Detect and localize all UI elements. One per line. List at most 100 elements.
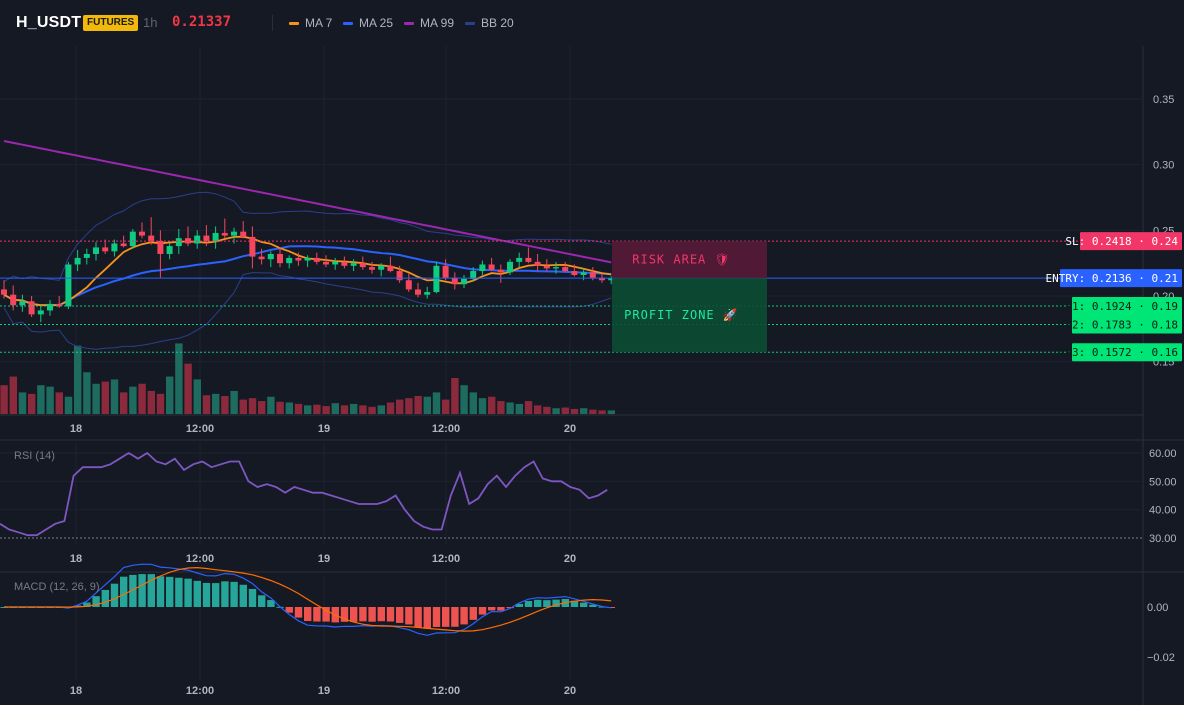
macd-histogram-bar <box>258 595 266 607</box>
candle-body <box>442 265 449 278</box>
volume-bar <box>46 386 54 414</box>
sl-tag <box>1080 232 1182 251</box>
tp3-tag <box>1072 343 1182 362</box>
macd-histogram-bar <box>202 582 211 607</box>
legend-label: MA 7 <box>305 16 333 30</box>
candle-body <box>396 271 403 281</box>
legend-bb20[interactable]: BB 20 <box>465 16 514 30</box>
entry-tag-label: ENTRY: 0.2136 · 0.21 <box>1046 272 1178 285</box>
candle-body <box>580 272 587 275</box>
time-tick-label: 12:00 <box>186 553 214 565</box>
candle-body <box>212 232 219 241</box>
price-tick-label: 0.35 <box>1153 94 1174 106</box>
volume-bar <box>18 392 27 414</box>
candle-body <box>295 257 302 261</box>
entry-tag <box>1060 269 1182 288</box>
time-tick-label: 12:00 <box>432 685 460 697</box>
candle-body <box>277 253 283 264</box>
candle-body <box>65 264 72 307</box>
timeframe-selector[interactable]: 1h <box>143 15 158 30</box>
tp3-tag-label: TP3: 0.1572 · 0.16 <box>1059 346 1178 359</box>
candle-body <box>378 265 385 270</box>
macd-histogram-bar <box>534 599 542 607</box>
volume-bar <box>405 398 413 414</box>
candle-body <box>405 280 412 290</box>
macd-histogram-bar <box>580 602 588 607</box>
time-tick-label: 12:00 <box>186 685 214 697</box>
macd-histogram-bar <box>423 607 431 629</box>
legend-swatch <box>343 21 353 25</box>
legend-swatch <box>465 21 475 25</box>
volume-bar <box>589 409 597 414</box>
legend-label: BB 20 <box>481 16 514 30</box>
ma99-line <box>3 140 612 264</box>
macd-label: MACD (12, 26, 9) <box>14 581 100 593</box>
volume-bar <box>129 386 137 414</box>
candle-body <box>19 301 26 306</box>
volume-bar <box>460 385 468 414</box>
candle-body <box>286 257 293 264</box>
profit-zone-label: PROFIT ZONE 🚀 <box>624 308 739 322</box>
candle-body <box>313 257 320 262</box>
volume-bar <box>432 392 441 414</box>
macd-histogram-bar <box>377 607 385 622</box>
candle-body <box>488 264 495 270</box>
candle-body <box>543 265 550 269</box>
macd-histogram-bar <box>478 607 487 615</box>
legend-ma99[interactable]: MA 99 <box>404 16 454 30</box>
macd-histogram-bar <box>543 600 551 607</box>
chart-header: H_USDT FUTURES 1h 0.21337 MA 7 MA 25 MA … <box>0 0 1184 46</box>
candle-body <box>323 261 329 265</box>
candle-body <box>516 257 523 262</box>
candle-body <box>258 256 265 260</box>
candle-body <box>525 257 532 262</box>
rsi-line <box>0 451 608 537</box>
macd-histogram-bar <box>129 574 137 607</box>
macd-histogram-bar <box>368 607 376 622</box>
rsi-tick-label: 40.00 <box>1149 505 1177 517</box>
volume-bar <box>350 403 358 414</box>
macd-histogram-bar <box>350 607 358 622</box>
time-tick-label: 12:00 <box>432 553 460 565</box>
candle-body <box>359 263 366 268</box>
macd-histogram-bar <box>469 607 477 620</box>
macd-histogram-bar <box>184 578 192 607</box>
macd-tick-label: −0.02 <box>1147 652 1175 664</box>
risk-area-label: RISK AREA 🛡 <box>632 253 730 267</box>
volume-bar <box>580 408 588 414</box>
volume-bar <box>515 403 523 414</box>
candle-body <box>599 277 605 281</box>
candle-body <box>369 267 375 270</box>
candle-body <box>83 253 90 258</box>
volume-bar <box>212 393 220 414</box>
candle-body <box>608 278 615 281</box>
macd-histogram-bar <box>248 588 257 607</box>
volume-bar <box>497 401 505 414</box>
macd-histogram-bar <box>488 607 496 611</box>
volume-bar <box>276 401 284 414</box>
volume-bar <box>423 396 431 414</box>
macd-histogram-bar <box>359 607 367 622</box>
macd-histogram-bar <box>193 580 201 607</box>
tp2-tag-label: TP2: 0.1783 · 0.18 <box>1059 318 1178 331</box>
candle-body <box>1 289 7 295</box>
candle-body <box>332 261 339 265</box>
candle-body <box>203 235 210 241</box>
legend-ma7[interactable]: MA 7 <box>289 16 332 30</box>
candle-body <box>589 272 596 278</box>
volume-bar <box>451 378 459 414</box>
volume-bar <box>0 385 8 414</box>
time-tick-label: 19 <box>318 423 330 435</box>
volume-bar <box>396 399 404 414</box>
macd-histogram-bar <box>313 607 321 622</box>
rsi-tick-label: 50.00 <box>1149 476 1177 488</box>
macd-histogram-bar <box>396 607 404 623</box>
symbol-name[interactable]: H_USDT <box>16 14 82 31</box>
macd-histogram-bar <box>607 607 615 608</box>
macd-histogram-bar <box>304 607 312 622</box>
volume-bar <box>386 402 395 414</box>
legend-ma25[interactable]: MA 25 <box>343 16 393 30</box>
legend-label: MA 25 <box>359 16 394 30</box>
volume-bar <box>331 403 339 414</box>
